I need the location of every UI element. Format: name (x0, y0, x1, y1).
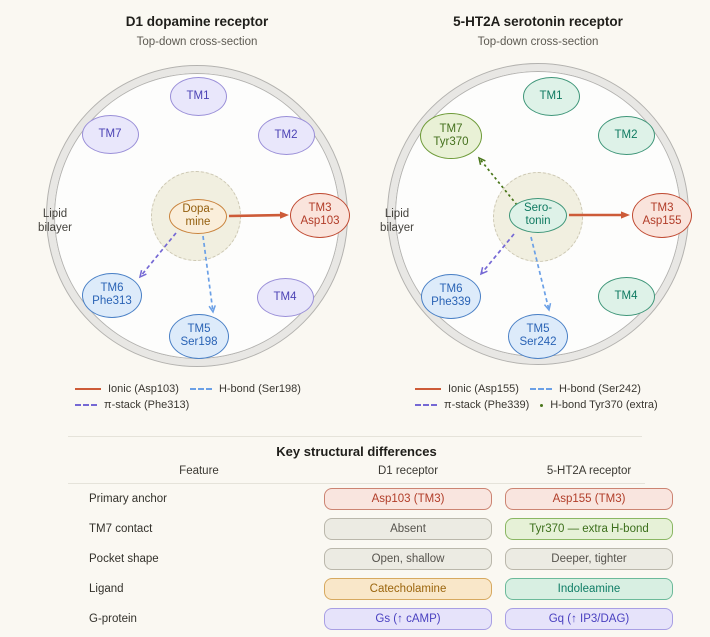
5ht2a-legend-label: π-stack (Phe339) (444, 399, 530, 411)
5ht2a-legend-row: π-stack (Phe339) H-bond Tyr370 (extra) (415, 397, 669, 413)
d1-ligand-node-label: mine (185, 216, 211, 228)
d1-node-tm2: TM2 (257, 115, 315, 155)
dashed-line-swatch-icon (529, 388, 552, 390)
5ht2a-node-tm7-label: TM7 (439, 123, 463, 136)
table-title: Key structural differences (276, 444, 437, 459)
table-row-feature: Pocket shape (89, 553, 159, 565)
5ht2a-node-tm6-label: TM6 (439, 283, 463, 296)
5ht2a-node-tm1-label: TM1 (539, 89, 563, 102)
d1-panel-subtitle: Top-down cross-section (136, 36, 258, 48)
table-row-feature: Ligand (89, 583, 124, 595)
table-cell-pill: Open, shallow (324, 548, 492, 570)
d1-node-tm6-label: Phe313 (92, 295, 132, 307)
table-header-feature: Feature (179, 465, 219, 477)
5ht2a-legend-label: Ionic (Asp155) (448, 383, 519, 395)
5ht2a-lipid-bilayer-label-line: bilayer (380, 222, 414, 235)
dashed-line-swatch-icon (189, 388, 212, 390)
5ht2a-ligand-node: Sero-tonin (509, 197, 567, 233)
5ht2a-ligand-node-label: Sero- (523, 202, 553, 215)
d1-node-tm7-label: TM7 (98, 127, 122, 140)
d1-legend: Ionic (Asp103) H-bond (Ser198) π-stack (Ph… (75, 381, 312, 413)
table-top-divider (68, 436, 642, 437)
5ht2a-node-tm2: TM2 (597, 115, 655, 155)
dot-line-swatch-icon (540, 403, 544, 407)
5ht2a-lipid-bilayer-label-line: Lipid (384, 208, 410, 220)
5ht2a-node-tm6: TM6 Phe339 (421, 273, 481, 319)
5ht2a-legend-label: H-bond Tyr370 (extra) (550, 399, 658, 411)
table-header-rule (68, 483, 645, 484)
table-cell-pill: Gs (↑ cAMP) (324, 608, 492, 630)
table-header-d1: D1 receptor (377, 465, 439, 477)
d1-lipid-bilayer-label-line: bilayer (38, 222, 72, 235)
5ht2a-node-tm3-label: TM3 (650, 202, 674, 215)
5ht2a-legend-label: H-bond (Ser242) (558, 383, 641, 395)
5ht2a-legend: Ionic (Asp155) H-bond (Ser242) π-stack (Ph… (415, 381, 669, 413)
d1-node-tm3-label: Asp103 (300, 215, 340, 227)
d1-node-tm6-label: TM6 (100, 282, 124, 295)
5ht2a-lipid-bilayer-label: Lipid bilayer (365, 207, 429, 235)
5ht2a-panel-title: 5-HT2A serotonin receptor (453, 14, 623, 29)
5ht2a-ligand-node-label: tonin (525, 215, 551, 227)
5ht2a-node-tm5: TM5 Ser242 (508, 313, 568, 359)
5ht2a-node-tm7-label: Tyr370 (433, 136, 469, 148)
d1-node-tm5-label: TM5 (187, 323, 211, 336)
5ht2a-panel-subtitle: Top-down cross-section (477, 36, 599, 48)
table-cell-pill: Deeper, tighter (505, 548, 673, 570)
d1-node-tm1: TM1 (169, 76, 227, 116)
d1-legend-row: π-stack (Phe313) (75, 397, 312, 413)
dashed-line-swatch-icon (75, 404, 97, 406)
d1-node-tm5-label: Ser198 (180, 336, 218, 348)
5ht2a-node-tm5-label: Ser242 (519, 336, 557, 348)
table-row-feature: Primary anchor (89, 493, 167, 505)
5ht2a-node-tm7: TM7 Tyr370 (420, 113, 482, 159)
d1-lipid-bilayer-label-line: Lipid (42, 208, 68, 220)
table-cell-pill: Asp103 (TM3) (324, 488, 492, 510)
5ht2a-node-tm4-label: TM4 (614, 289, 638, 302)
d1-node-tm1-label: TM1 (186, 89, 210, 102)
d1-node-tm5: TM5 Ser198 (169, 313, 229, 359)
d1-legend-label: H-bond (Ser198) (218, 383, 301, 395)
5ht2a-node-tm4: TM4 (597, 276, 655, 316)
5ht2a-legend-row: Ionic (Asp155) H-bond (Ser242) (415, 381, 669, 397)
d1-node-tm4-label: TM4 (273, 290, 297, 303)
d1-node-tm3: TM3 Asp103 (290, 192, 350, 238)
5ht2a-node-tm6-label: Phe339 (431, 296, 471, 308)
d1-node-tm6: TM6 Phe313 (82, 272, 142, 318)
d1-ligand-node: Dopa-mine (169, 198, 227, 234)
5ht2a-node-tm5-label: TM5 (526, 323, 550, 336)
table-cell-pill: Gq (↑ IP3/DAG) (505, 608, 673, 630)
d1-node-tm2-label: TM2 (274, 128, 298, 141)
5ht2a-node-tm1: TM1 (522, 76, 580, 116)
solid-line-swatch-icon (415, 388, 441, 390)
table-cell-pill: Asp155 (TM3) (505, 488, 673, 510)
table-cell-pill: Tyr370 — extra H-bond (505, 518, 673, 540)
d1-panel-title: D1 dopamine receptor (125, 14, 269, 29)
table-row-feature: TM7 contact (89, 523, 153, 535)
solid-line-swatch-icon (75, 388, 101, 390)
table-cell-pill: Catecholamine (324, 578, 492, 600)
table-row-feature: G-protein (89, 613, 137, 625)
d1-lipid-bilayer-label: Lipid bilayer (23, 207, 87, 235)
5ht2a-node-tm3-label: Asp155 (642, 215, 682, 227)
5ht2a-node-tm3: TM3 Asp155 (632, 192, 692, 238)
d1-legend-label: Ionic (Asp103) (108, 383, 179, 395)
d1-legend-row: Ionic (Asp103) H-bond (Ser198) (75, 381, 312, 397)
5ht2a-node-tm2-label: TM2 (614, 128, 638, 141)
dashed-line-swatch-icon (415, 404, 437, 406)
d1-ligand-node-label: Dopa- (182, 203, 214, 216)
d1-node-tm7: TM7 (81, 114, 139, 154)
table-cell-pill: Absent (324, 518, 492, 540)
table-cell-pill: Indoleamine (505, 578, 673, 600)
table-header-5ht2a: 5-HT2A receptor (546, 465, 632, 477)
d1-legend-label: π-stack (Phe313) (104, 399, 190, 411)
d1-node-tm4: TM4 (256, 277, 314, 317)
d1-node-tm3-label: TM3 (308, 202, 332, 215)
